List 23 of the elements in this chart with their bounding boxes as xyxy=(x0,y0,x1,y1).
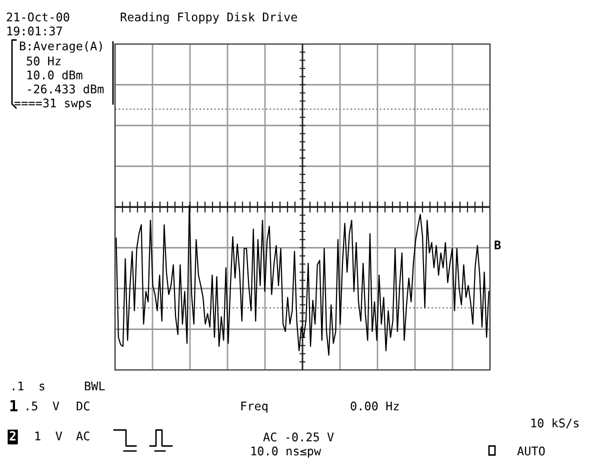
text: AC -0.25 V xyxy=(263,432,334,442)
text: .5 V xyxy=(26,402,60,410)
text: 50 Hz xyxy=(26,56,60,66)
text: -26.433 dBm xyxy=(28,84,104,94)
text: B:Average(A) xyxy=(20,41,102,53)
text: BWL xyxy=(84,382,105,390)
text: 19:01:37 xyxy=(7,26,62,36)
text: Freq xyxy=(241,402,268,413)
text: .1 s xyxy=(12,382,44,390)
text: 21-Oct-00 xyxy=(6,12,70,22)
text: B xyxy=(494,240,501,250)
text: 10.0 ns≤pw xyxy=(251,446,322,458)
text: 1 xyxy=(10,400,18,412)
text: 10 kS/s xyxy=(531,418,579,428)
text: 0.00 Hz xyxy=(350,402,399,410)
chart-title: Reading Floppy Disk Drive xyxy=(120,12,297,24)
text: AC xyxy=(76,432,90,440)
text: 10.0 dBm xyxy=(27,70,82,80)
text: 1 V xyxy=(35,432,62,440)
text: 2 xyxy=(10,431,16,440)
text: DC xyxy=(76,402,90,410)
text: AUTO xyxy=(517,446,545,456)
text: ====31 swps xyxy=(14,98,92,110)
